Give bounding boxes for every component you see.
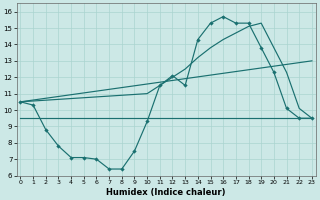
X-axis label: Humidex (Indice chaleur): Humidex (Indice chaleur) — [107, 188, 226, 197]
